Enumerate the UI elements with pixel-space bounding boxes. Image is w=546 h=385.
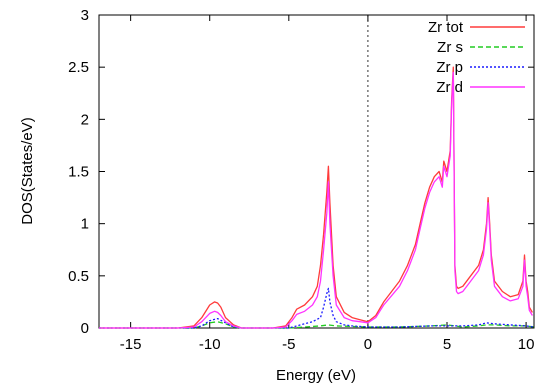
legend-label-zr-p: Zr p <box>436 59 463 76</box>
x-tick-label: -15 <box>120 336 142 353</box>
y-tick-label: 3 <box>81 7 89 24</box>
y-tick-label: 0.5 <box>68 268 89 285</box>
y-tick-label: 0 <box>81 320 89 337</box>
legend-label-zr-tot: Zr tot <box>428 19 464 36</box>
x-tick-label: 0 <box>364 336 372 353</box>
x-tick-label: 10 <box>518 336 535 353</box>
y-tick-label: 2.5 <box>68 59 89 76</box>
series-lines <box>99 66 535 329</box>
series-line-zr-s <box>99 321 535 329</box>
x-tick-label: -5 <box>282 336 295 353</box>
legend-label-zr-d: Zr d <box>436 79 463 96</box>
y-tick-label: 1.5 <box>68 164 89 181</box>
y-tick-label: 2 <box>81 111 89 128</box>
legend-label-zr-s: Zr s <box>437 39 463 56</box>
x-axis-title: Energy (eV) <box>276 367 356 384</box>
legend: Zr tot Zr s Zr p Zr d <box>428 19 525 96</box>
y-tick-label: 1 <box>81 216 89 233</box>
series-line-zr-d <box>99 71 533 329</box>
axis-ticks: -15 -10 -5 0 5 10 0 0.5 1 1.5 2 2.5 3 <box>68 7 534 353</box>
y-axis-title: DOS(States/eV) <box>19 117 36 225</box>
plot-frame <box>98 14 535 329</box>
x-tick-label: 5 <box>443 336 451 353</box>
series-line-zr-tot <box>99 66 533 329</box>
x-tick-label: -10 <box>199 336 221 353</box>
series-line-zr-p <box>99 287 535 329</box>
